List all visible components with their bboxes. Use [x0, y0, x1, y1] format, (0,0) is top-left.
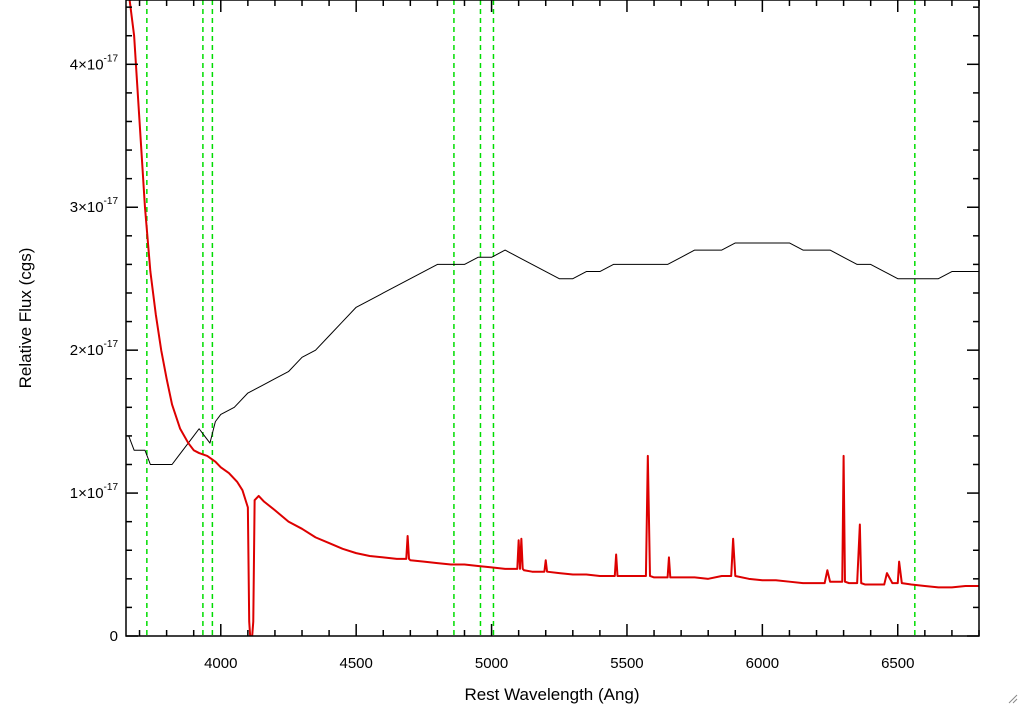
- y-tick-label: 4×10-17: [70, 53, 119, 73]
- x-tick-label: 4500: [339, 655, 372, 672]
- y-axis-label: Relative Flux (cgs): [16, 248, 35, 389]
- y-tick-label: 2×10-17: [70, 339, 119, 359]
- reference-lines: [146, 0, 916, 636]
- x-axis-label: Rest Wavelength (Ang): [464, 685, 639, 704]
- series-line-0: [128, 242, 979, 465]
- resize-grip-icon[interactable]: [1006, 692, 1018, 704]
- x-tick-label: 5500: [610, 655, 643, 672]
- series-line-1: [128, 0, 979, 636]
- x-axis-ticks: 4000 4500 5000 5500 6000 6500: [138, 0, 980, 672]
- x-tick-label: 5000: [475, 655, 508, 672]
- x-tick-label: 6500: [881, 655, 914, 672]
- x-tick-label: 6000: [746, 655, 779, 672]
- y-tick-label: 3×10-17: [70, 196, 119, 216]
- y-tick-label: 0: [110, 628, 118, 645]
- series-layer: [128, 0, 979, 636]
- plot-frame: [125, 0, 980, 637]
- y-tick-label: 1×10-17: [70, 482, 119, 502]
- y-axis-ticks: 0 1×10-17 2×10-17 3×10-17 4×10-17: [70, 6, 979, 645]
- x-tick-label: 4000: [204, 655, 237, 672]
